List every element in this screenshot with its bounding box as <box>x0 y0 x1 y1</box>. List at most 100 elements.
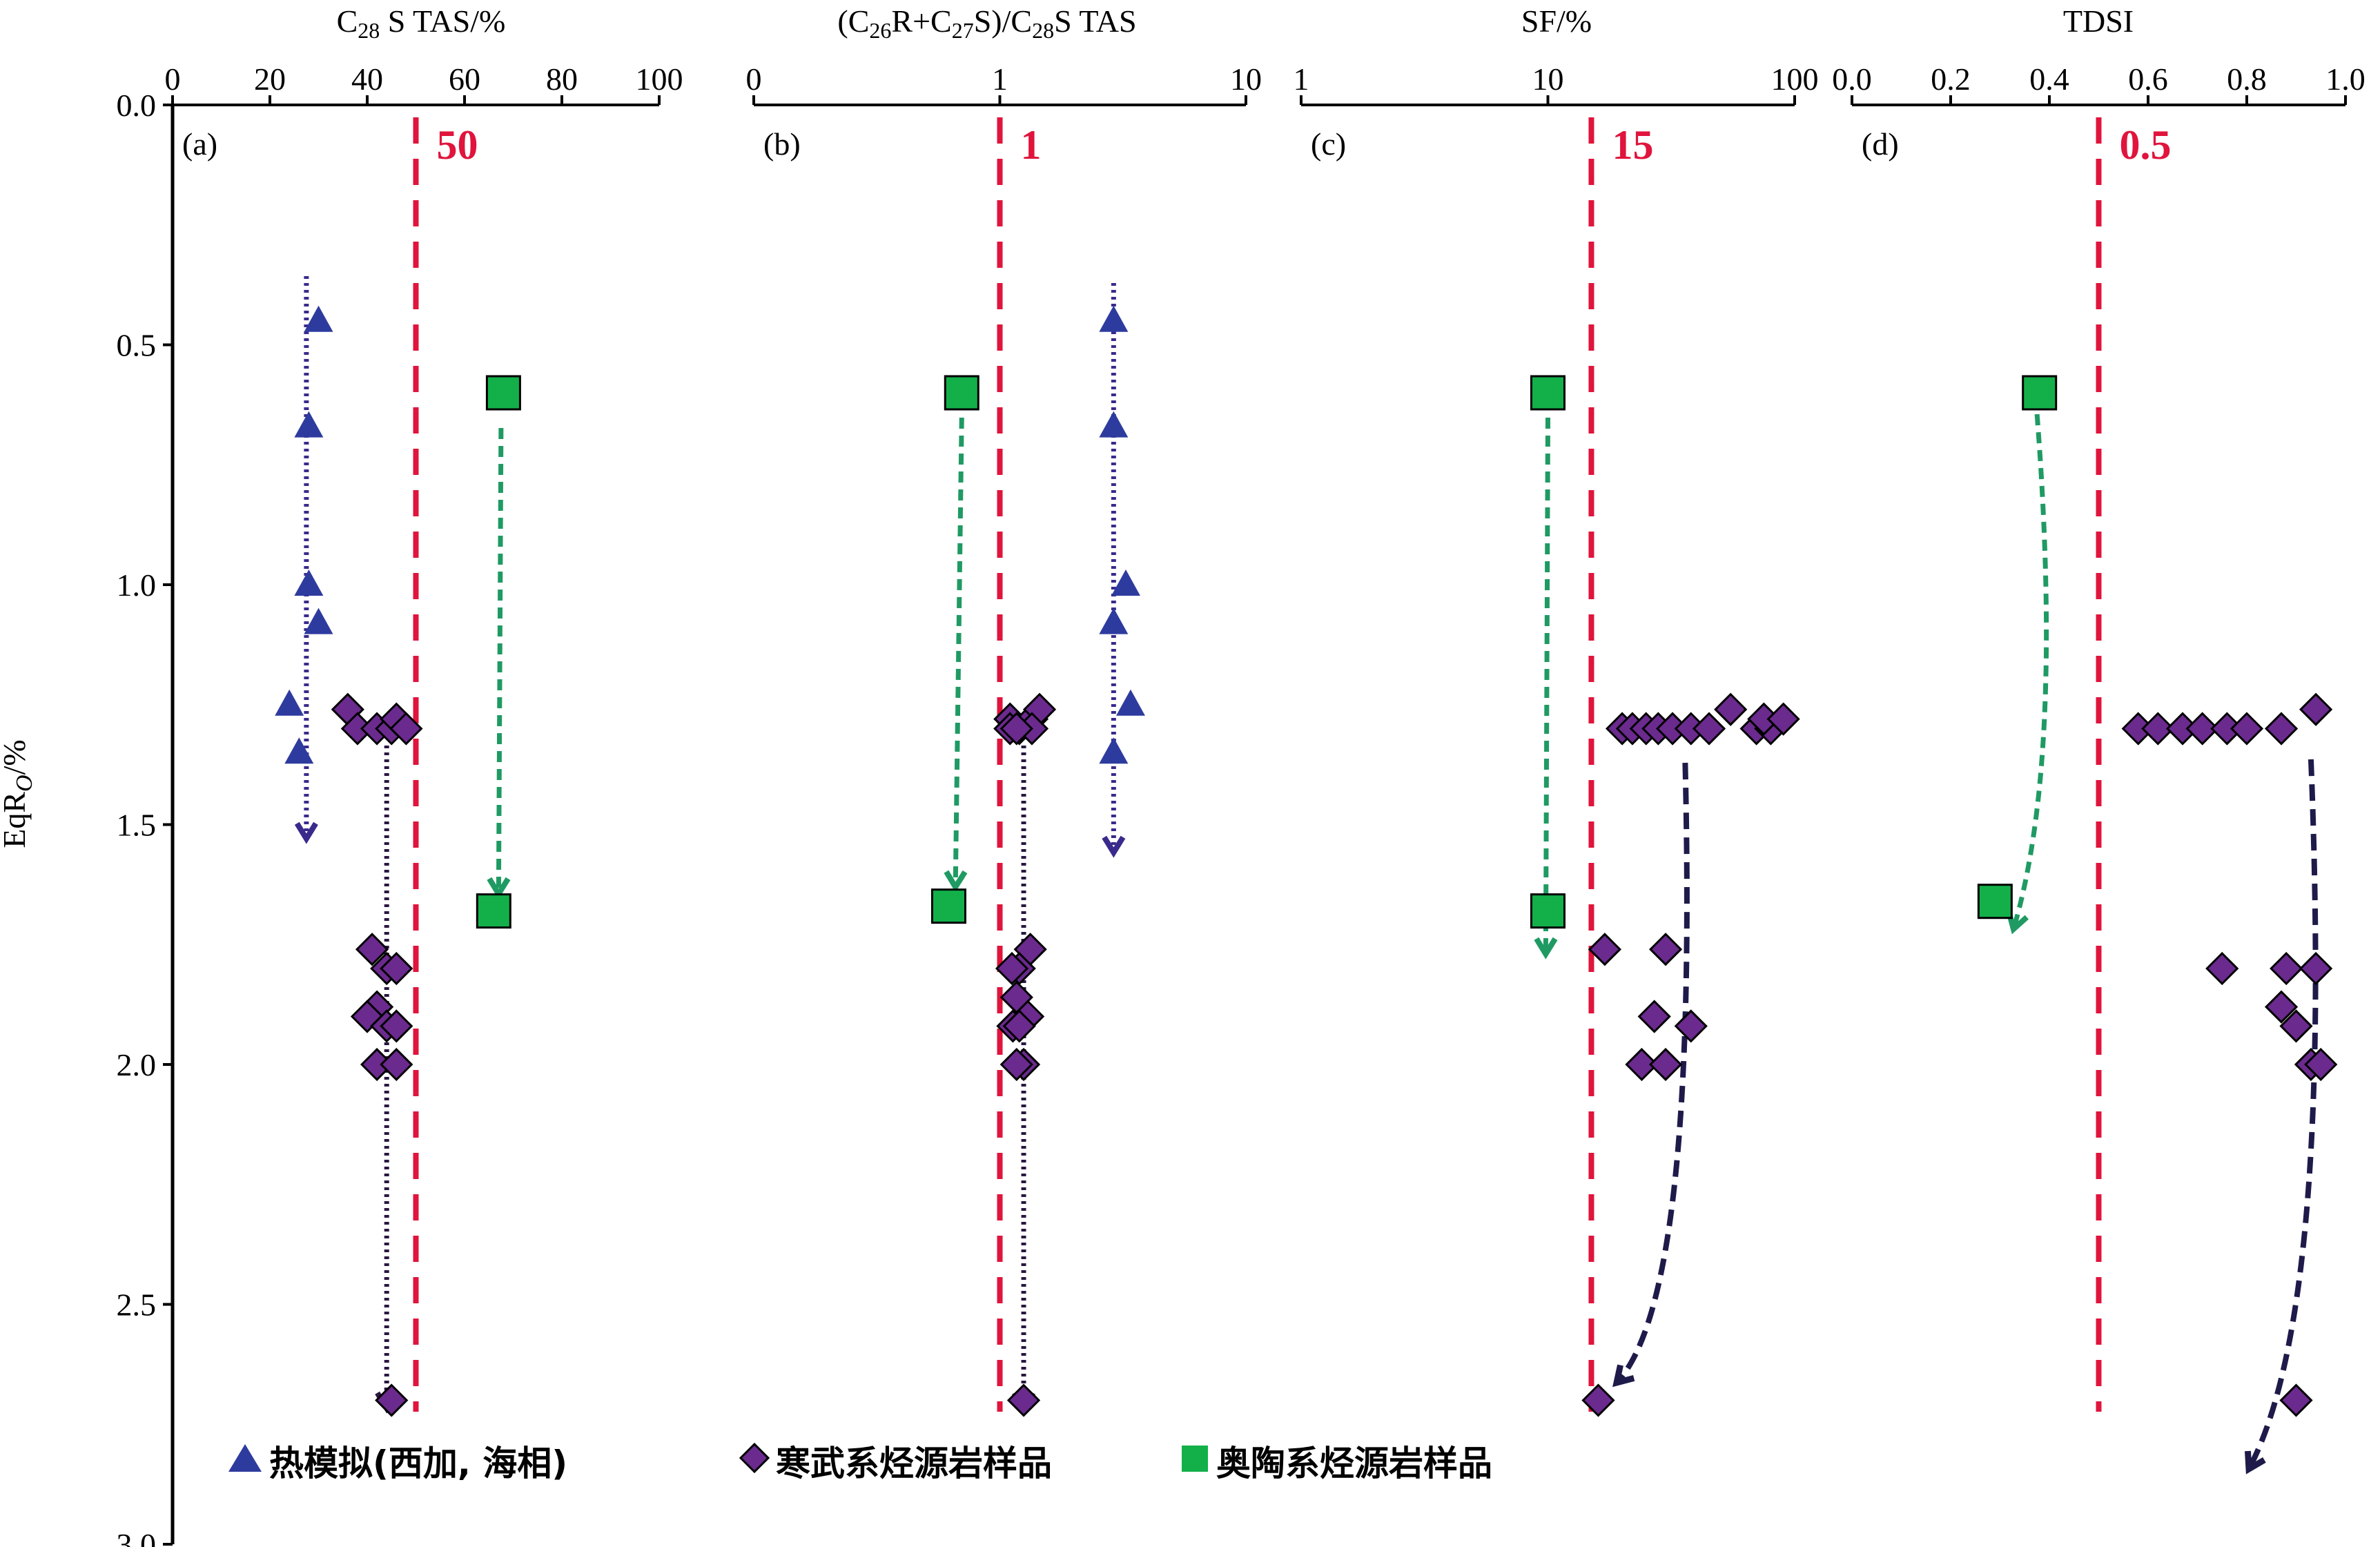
x-tick-label: 0.4 <box>2029 61 2069 97</box>
x-tick-label: 1 <box>992 61 1008 97</box>
x-axis-title: SF/% <box>1521 3 1592 39</box>
triangle-point <box>284 737 314 764</box>
x-tick-label: 1 <box>1294 61 1309 97</box>
diamond-point <box>1002 1009 1036 1043</box>
diamond-point <box>2270 951 2303 986</box>
diamond-point <box>2299 692 2333 726</box>
ordovician-trend-arrow <box>2011 413 2049 930</box>
y-tick-label: 0.0 <box>117 88 157 123</box>
threshold-label: 15 <box>1612 122 1653 168</box>
panel-c: 1 10 100 SF/% (c) 15 <box>1294 3 1819 1417</box>
diamond-point <box>999 712 1033 746</box>
diamond-point <box>1637 1000 1671 1033</box>
threshold-label: 1 <box>1021 122 1042 168</box>
legend-diamond-marker <box>739 1442 770 1474</box>
diamond-point <box>2205 951 2239 986</box>
triangle-point <box>294 411 324 438</box>
threshold-label: 50 <box>437 122 478 168</box>
thermal-sim-trend-arrow-head <box>294 821 318 844</box>
panel-label: (d) <box>1862 126 1899 162</box>
y-tick-label: 1.5 <box>117 808 157 843</box>
threshold-label: 0.5 <box>2120 122 2172 168</box>
triangle-point <box>1099 737 1129 764</box>
diamond-series <box>2121 692 2338 1417</box>
square-point <box>485 375 521 411</box>
x-tick-label: 80 <box>546 61 578 97</box>
square-point <box>476 893 511 929</box>
diamond-point <box>1648 933 1683 966</box>
diamond-point <box>380 1047 413 1082</box>
x-tick-label: 0.8 <box>2227 61 2267 97</box>
diamond-point <box>2264 712 2299 746</box>
y-axis-title: EqRO/% <box>0 739 37 848</box>
x-tick-label: 40 <box>351 61 383 97</box>
diamond-point <box>2141 712 2175 746</box>
x-tick-label: 10 <box>1230 61 1262 97</box>
diamond-point <box>2279 1009 2313 1043</box>
diamond-point <box>380 1009 413 1043</box>
x-axis-title-sub: 28 <box>358 18 380 43</box>
square-point <box>1977 884 2013 920</box>
legend-diamond-label: 寒武系烃源岩样品 <box>776 1443 1052 1483</box>
diamond-point <box>2185 712 2219 746</box>
triangle-point <box>275 689 304 716</box>
diamond-point <box>999 1047 1033 1082</box>
ordovician-trend-arrow <box>1543 417 1550 955</box>
panel-label: (b) <box>763 126 801 162</box>
diamond-point <box>1766 702 1800 736</box>
x-axis-title-sub: 27 <box>952 18 974 43</box>
x-tick-label: 60 <box>449 61 480 97</box>
ordovician-trend-arrow-head <box>1534 937 1558 960</box>
square-point <box>930 888 966 924</box>
ordovician-trend-arrow <box>496 427 504 895</box>
square-point <box>944 375 979 411</box>
diamond-series <box>993 692 1057 1417</box>
x-tick-label: 0.0 <box>1832 61 1872 97</box>
square-point <box>1530 893 1565 929</box>
triangle-series <box>275 305 333 764</box>
x-tick-label: 100 <box>636 61 683 97</box>
x-axis-title: TDSI <box>2063 3 2134 39</box>
x-tick-label: 20 <box>254 61 286 97</box>
x-axis-title-part: TDSI <box>2063 3 2134 39</box>
x-tick-label: 0 <box>746 61 762 97</box>
x-axis-title: C28 S TAS/% <box>337 3 506 43</box>
diamond-point <box>1588 933 1622 966</box>
triangle-point <box>1099 411 1129 438</box>
y-tick-label: 1.0 <box>117 567 157 603</box>
triangle-point <box>304 607 333 634</box>
panel-label: (c) <box>1311 126 1346 162</box>
x-axis-title-sub: 26 <box>869 18 891 43</box>
triangle-series <box>1099 305 1145 764</box>
y-axis: 0.0 0.5 1.0 1.5 2.0 2.5 3.0 EqRO/% <box>0 88 175 1547</box>
x-tick-label: 0.6 <box>2128 61 2168 97</box>
triangle-point <box>1099 305 1129 332</box>
diamond-point <box>2304 1047 2338 1082</box>
cambrian-trend-arrow-head <box>1612 1364 1635 1388</box>
diamond-point <box>1006 1383 1041 1417</box>
diamond-series <box>331 692 423 1417</box>
trend-arrows <box>1534 417 1690 1388</box>
diamond-point <box>355 933 389 966</box>
triangle-point <box>304 305 333 332</box>
diamond-point <box>2264 990 2299 1024</box>
legend: 热模拟(西加, 海相) 寒武系烃源岩样品 奥陶系烃源岩样品 <box>228 1442 1492 1483</box>
x-tick-label: 1.0 <box>2325 61 2366 97</box>
y-tick-label: 2.0 <box>117 1047 157 1082</box>
y-tick-group: 0.0 0.5 1.0 1.5 2.0 2.5 3.0 <box>117 88 173 1547</box>
x-axis-title-part: S)/C <box>974 3 1032 39</box>
x-axis-title-part: C <box>337 3 358 39</box>
diamond-point <box>389 712 423 746</box>
trend-arrows <box>2006 413 2319 1475</box>
diamond-point <box>2279 1383 2313 1417</box>
x-axis-title-part: R+C <box>891 3 951 39</box>
diamond-point <box>1648 1047 1683 1082</box>
thermal-sim-trend-arrow-head <box>1102 835 1126 858</box>
diamond-point <box>1692 712 1726 746</box>
x-axis-title-part: SF/% <box>1521 3 1592 39</box>
square-point <box>1530 375 1565 411</box>
triangle-point <box>1115 689 1145 716</box>
diamond-point <box>2230 712 2264 746</box>
x-tick-label: 0.2 <box>1931 61 1971 97</box>
cambrian-trend-arrow <box>1615 762 1690 1385</box>
